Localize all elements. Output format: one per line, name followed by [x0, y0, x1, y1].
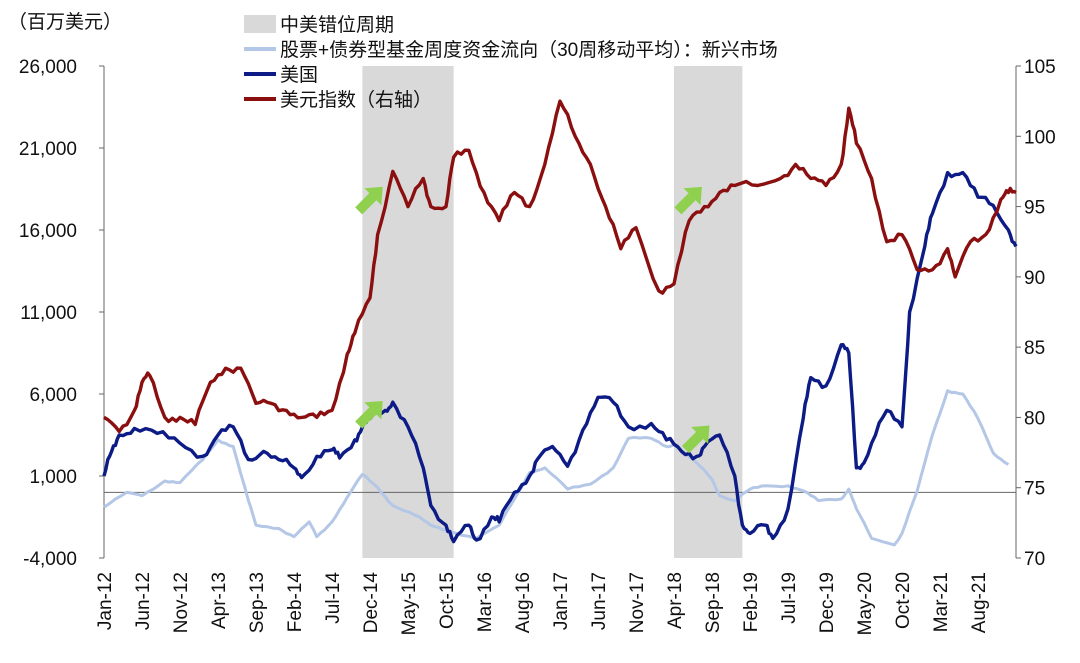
left-tick-label-5: 1,000 [29, 467, 77, 488]
x-tick-label-5: Feb-14 [285, 572, 306, 633]
x-tick-label-1: Jun-12 [133, 572, 154, 630]
x-tick-label-11: Aug-16 [513, 572, 534, 633]
series-lines [102, 99, 1018, 547]
shaded-period-0 [362, 66, 454, 558]
right-tick-label-4: 85 [1024, 338, 1045, 359]
green-arrow-shape-0 [355, 186, 383, 215]
legend-label-1: 股票+债券型基金周度资金流向（30周移动平均）：新兴市场 [280, 39, 778, 61]
axes: 26,000 21,000 16,000 11,000 6,000 1,000 -4,000… [19, 57, 1056, 635]
x-tick-label-23: Aug-21 [969, 572, 990, 633]
series-line-1 [102, 170, 1018, 544]
series-line-2 [103, 99, 1017, 434]
green-arrow-3 [681, 425, 710, 454]
right-tick-label-5: 80 [1024, 408, 1045, 429]
left-tick-label-4: 6,000 [29, 385, 77, 406]
shaded-periods [362, 66, 743, 558]
green-arrow-0 [355, 186, 383, 215]
series-line-0 [103, 389, 1010, 547]
unit-label: （百万美元） [8, 11, 122, 33]
x-tick-label-0: Jan-12 [95, 572, 116, 630]
shaded-period-1 [674, 66, 743, 558]
x-tick-label-17: Feb-19 [741, 572, 762, 632]
annotations [355, 186, 710, 454]
left-tick-label-3: 11,000 [20, 303, 77, 324]
x-tick-label-18: Jul-19 [779, 572, 800, 624]
right-tick-label-1: 100 [1024, 127, 1056, 148]
x-tick-label-19: Dec-19 [817, 572, 838, 633]
legend-label-0: 中美错位周期 [280, 14, 394, 36]
x-tick-label-3: Apr-13 [209, 572, 230, 629]
legend-swatch-0 [244, 15, 276, 33]
x-tick-label-14: Nov-17 [627, 572, 648, 633]
right-tick-label-2: 95 [1024, 198, 1045, 219]
x-tick-label-20: May-20 [855, 572, 876, 635]
right-tick-label-7: 70 [1024, 549, 1045, 570]
left-tick-label-2: 16,000 [19, 221, 77, 242]
legend: 中美错位周期股票+债券型基金周度资金流向（30周移动平均）：新兴市场美国美元指数… [244, 14, 778, 111]
legend-label-2: 美国 [280, 64, 318, 86]
green-arrow-shape-2 [674, 186, 702, 215]
right-tick-label-6: 75 [1024, 479, 1045, 500]
x-tick-label-13: Jun-17 [589, 572, 610, 630]
x-tick-label-4: Sep-13 [247, 572, 268, 633]
x-tick-label-6: Jul-14 [323, 572, 344, 624]
x-tick-label-12: Jan-17 [551, 572, 572, 630]
x-tick-label-21: Oct-20 [893, 572, 914, 629]
left-tick-label-0: 26,000 [19, 57, 77, 78]
legend-label-3: 美元指数（右轴） [280, 89, 432, 111]
x-tick-label-8: May-15 [399, 572, 420, 635]
green-arrow-shape-3 [681, 425, 710, 454]
x-tick-label-22: Mar-21 [931, 572, 952, 632]
x-tick-label-7: Dec-14 [361, 572, 382, 634]
right-tick-label-0: 105 [1024, 57, 1056, 78]
green-arrow-shape-1 [355, 400, 383, 429]
left-tick-label-1: 21,000 [19, 139, 77, 160]
x-tick-label-15: Apr-18 [665, 572, 686, 629]
green-arrow-2 [674, 186, 702, 215]
x-tick-label-9: Oct-15 [437, 572, 458, 629]
left-tick-label-6: -4,000 [23, 549, 77, 570]
x-tick-label-10: Mar-16 [475, 572, 496, 632]
green-arrow-1 [355, 400, 383, 429]
right-tick-label-3: 90 [1024, 268, 1045, 289]
x-tick-label-2: Nov-12 [171, 572, 192, 633]
x-tick-label-16: Sep-18 [703, 572, 724, 633]
